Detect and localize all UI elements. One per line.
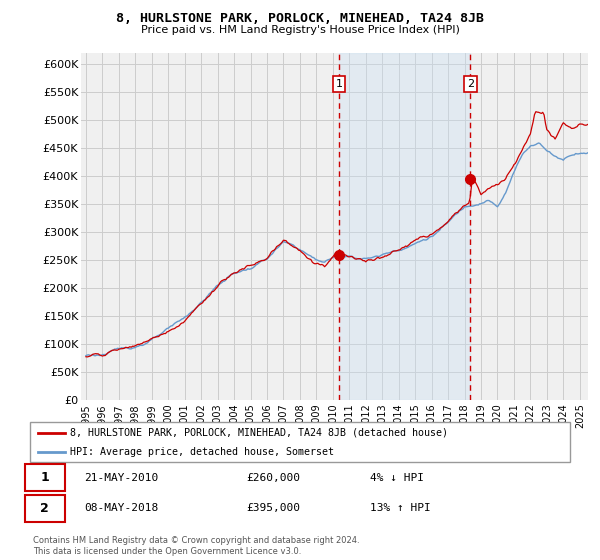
Text: HPI: Average price, detached house, Somerset: HPI: Average price, detached house, Some… [71,447,335,457]
Text: £395,000: £395,000 [246,503,300,514]
Text: 8, HURLSTONE PARK, PORLOCK, MINEHEAD, TA24 8JB (detached house): 8, HURLSTONE PARK, PORLOCK, MINEHEAD, TA… [71,428,449,437]
Text: 21-MAY-2010: 21-MAY-2010 [84,473,158,483]
FancyBboxPatch shape [25,495,65,522]
FancyBboxPatch shape [25,464,65,491]
Text: 2: 2 [40,502,49,515]
Text: £260,000: £260,000 [246,473,300,483]
Text: 13% ↑ HPI: 13% ↑ HPI [370,503,431,514]
Bar [339,53,470,400]
Text: 08-MAY-2018: 08-MAY-2018 [84,503,158,514]
Text: 2: 2 [467,79,474,89]
Text: 8, HURLSTONE PARK, PORLOCK, MINEHEAD, TA24 8JB: 8, HURLSTONE PARK, PORLOCK, MINEHEAD, TA… [116,12,484,25]
Text: 4% ↓ HPI: 4% ↓ HPI [370,473,424,483]
Text: Contains HM Land Registry data © Crown copyright and database right 2024.
This d: Contains HM Land Registry data © Crown c… [33,536,359,556]
Text: 1: 1 [335,79,343,89]
Text: Price paid vs. HM Land Registry's House Price Index (HPI): Price paid vs. HM Land Registry's House … [140,25,460,35]
Text: 1: 1 [40,471,49,484]
